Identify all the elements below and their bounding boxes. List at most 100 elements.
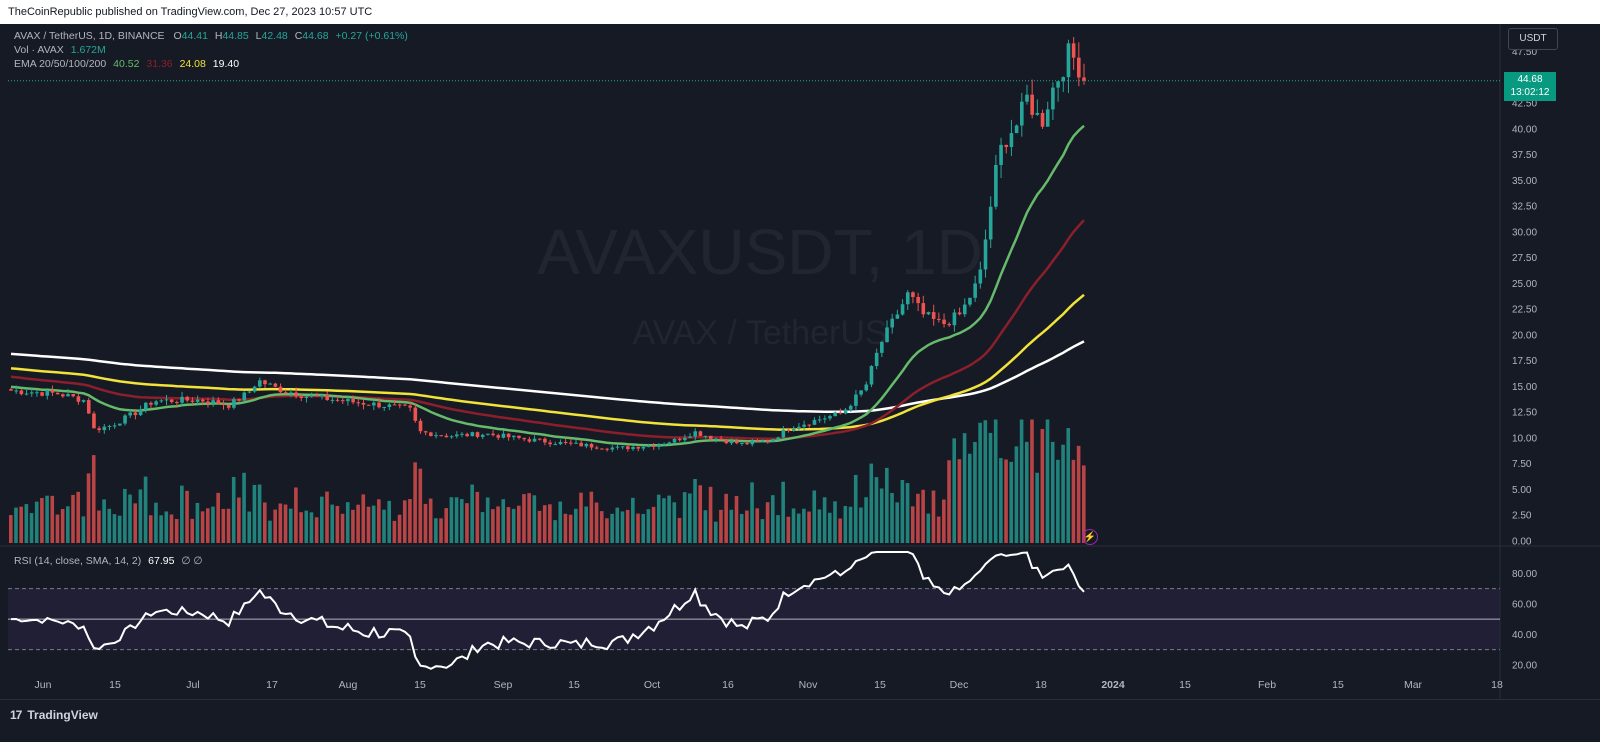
time-tick-label: Sep: [494, 679, 513, 691]
volume-bar: [185, 490, 189, 543]
time-tick-label: Jul: [186, 679, 199, 691]
volume-bar: [102, 499, 106, 543]
volume-bar: [273, 509, 277, 543]
volume-bar: [112, 514, 117, 543]
candle-body: [1045, 109, 1050, 127]
volume-bar: [807, 511, 811, 543]
candle-body: [1077, 57, 1081, 78]
volume-bar: [247, 511, 252, 543]
candle-body: [66, 394, 70, 397]
volume-bar: [434, 518, 438, 543]
candle-body: [646, 445, 651, 448]
candle-body: [221, 404, 226, 406]
volume-bar: [879, 488, 884, 543]
volume-bar: [309, 512, 314, 543]
candle-body: [138, 409, 143, 416]
candle-body: [905, 292, 910, 305]
price-tick-label: 0.00: [1512, 537, 1532, 548]
ema200-line: [10, 340, 1085, 413]
volume-bar: [402, 500, 407, 543]
volume-bar: [874, 477, 879, 543]
candle-body: [600, 448, 604, 450]
volume-bar: [465, 503, 469, 543]
volume-bar: [662, 498, 666, 543]
volume-bar: [584, 506, 588, 543]
volume-bar: [817, 509, 822, 543]
volume-bar: [750, 482, 754, 543]
candle-body: [797, 426, 801, 429]
candle-body: [55, 392, 60, 395]
volume-bar: [159, 515, 163, 543]
candle-body: [931, 312, 936, 319]
candle-body: [1071, 43, 1076, 58]
watermark-symbol: AVAXUSDT, 1D: [537, 216, 983, 288]
volume-bar: [60, 508, 65, 543]
candle-body: [734, 440, 739, 444]
candle-body: [978, 269, 983, 284]
volume-bar: [760, 519, 765, 543]
time-tick-label: 18: [1035, 679, 1047, 691]
volume-bar: [698, 485, 703, 543]
volume-bar: [527, 493, 531, 543]
volume-bar: [574, 508, 578, 543]
candle-body: [475, 432, 480, 437]
candle-body: [828, 416, 832, 419]
volume-bar: [71, 494, 75, 543]
footer-brand: TradingView: [27, 708, 98, 722]
candle-body: [346, 399, 350, 402]
candle-body: [356, 402, 361, 404]
legend-change: +0.27 (+0.61%): [335, 30, 408, 42]
tradingview-logo[interactable]: 17 TradingView: [10, 708, 98, 722]
time-tick-label: 2024: [1101, 679, 1125, 691]
volume-bar: [703, 510, 708, 543]
candle-body: [102, 426, 107, 431]
currency-button[interactable]: USDT: [1508, 28, 1558, 50]
volume-bar: [19, 506, 23, 543]
legend-high: 44.85: [222, 30, 249, 42]
legend-ema-label: EMA 20/50/100/200: [14, 58, 107, 70]
legend-open: 44.41: [181, 30, 208, 42]
candle-body: [667, 442, 672, 444]
volume-bar: [983, 420, 988, 543]
volume-bar: [755, 508, 760, 543]
volume-bar: [688, 493, 692, 543]
time-tick-label: 18: [1491, 679, 1503, 691]
volume-bar: [781, 481, 785, 543]
volume-bar: [1004, 459, 1008, 543]
volume-bar: [993, 419, 998, 543]
candle-body: [620, 446, 625, 448]
volume-bar: [786, 516, 791, 543]
candle-body: [729, 440, 734, 444]
candle-body: [833, 412, 837, 417]
rsi-tick-label: 20.00: [1512, 660, 1537, 671]
candle-body: [1009, 133, 1014, 148]
volume-bar: [501, 499, 506, 543]
price-chart[interactable]: AVAXUSDT, 1D AVAX / TetherUS 0.00 2.50 5.00 7…: [0, 24, 1600, 699]
volume-bar: [351, 509, 355, 543]
volume-bar: [610, 513, 614, 543]
volume-bar: [180, 485, 184, 543]
volume-bar: [133, 503, 138, 543]
legend-rsi-extra: ∅ ∅: [181, 555, 203, 567]
candle-body: [885, 327, 889, 343]
lightning-icon[interactable]: ⚡: [1082, 529, 1098, 545]
volume-bar: [952, 438, 957, 543]
volume-bar: [532, 495, 537, 543]
volume-bar: [242, 472, 246, 543]
candle-body: [273, 383, 278, 387]
candle-body: [1025, 94, 1029, 102]
candle-body: [864, 384, 869, 391]
candle-body: [543, 438, 547, 443]
price-tick-label: 40.00: [1512, 124, 1537, 135]
candle-body: [387, 404, 392, 407]
volume-bar: [636, 513, 640, 543]
volume-bar: [516, 505, 521, 543]
time-tick-label: Oct: [644, 679, 660, 691]
candle-body: [683, 437, 687, 441]
candle-body: [994, 164, 998, 207]
volume-bar: [190, 518, 195, 543]
candle-body: [703, 435, 708, 437]
candle-body: [361, 402, 366, 405]
candle-body: [372, 402, 376, 406]
candle-body: [340, 400, 345, 402]
